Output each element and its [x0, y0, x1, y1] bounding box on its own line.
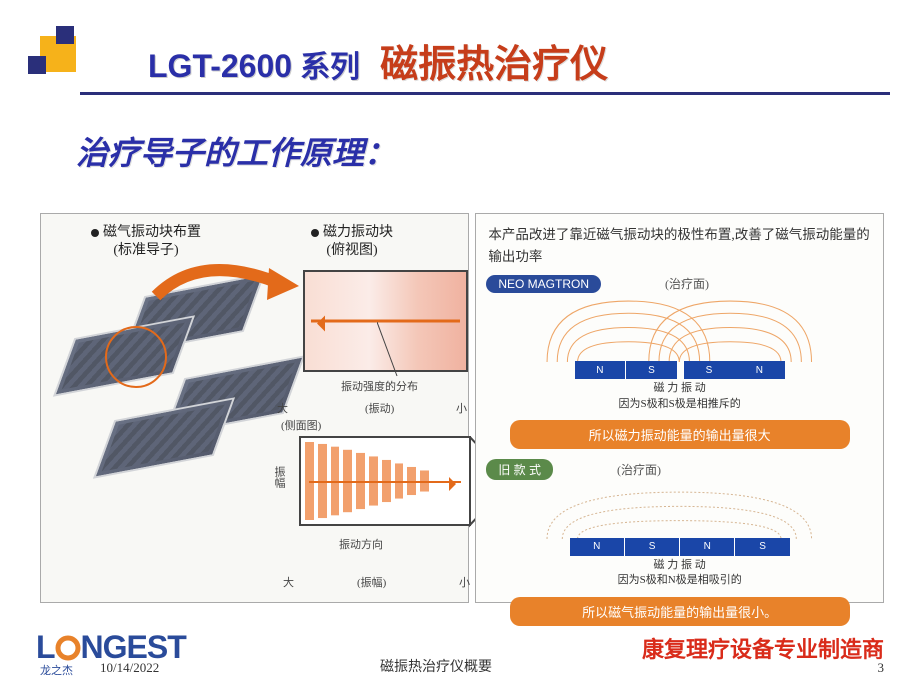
deco-square-blue-1 — [56, 26, 74, 44]
right-diagram-panel: 本产品改进了靠近磁气振动块的极性布置,改善了磁气振动能量的输出功率 NEO MA… — [475, 213, 884, 603]
highlight-circle — [105, 326, 167, 388]
banner-old: 所以磁气振动能量的输出量很小。 — [510, 597, 850, 626]
left-label-2: 磁力振动块 (俯视图) — [311, 224, 393, 260]
amp-vertical-label: 振幅 — [271, 466, 287, 488]
magnet-new-right: S N — [683, 361, 785, 379]
footer-pagenum: 3 — [878, 660, 885, 676]
left-label-1: 磁气振动块布置 (标准导子) — [91, 224, 201, 260]
treatment-face-old: (治疗面) — [617, 463, 661, 477]
badge-old-style: 旧 款 式 — [486, 459, 553, 480]
bottom-axis-label: (振幅) — [357, 574, 386, 590]
magnet-old: N S N S — [570, 538, 790, 556]
pad-4 — [93, 397, 235, 479]
header-decoration — [28, 26, 82, 80]
new-model-row: NEO MAGTRON (治疗面) — [486, 275, 873, 293]
field-area-old: N S N S — [486, 484, 873, 556]
bottom-big-label: 大 — [283, 574, 294, 590]
magnet-row-old: N S N S — [486, 538, 873, 556]
direction-arrow-icon — [309, 481, 461, 483]
old-model-row: 旧 款 式 (治疗面) — [486, 459, 873, 480]
deco-square-blue-2 — [28, 56, 46, 74]
field-area-new: N S S N — [486, 297, 873, 379]
field-lines-new-icon — [486, 297, 873, 362]
badge-neo-magtron: NEO MAGTRON — [486, 275, 601, 293]
label-leader-line — [377, 322, 437, 382]
title-series: 系列 — [300, 42, 360, 86]
side-label: (侧面图) — [281, 417, 321, 433]
mag-label-old: 磁 力 振 动 因为S极和N极是相吸引的 — [486, 558, 873, 589]
mag-label-new: 磁 力 振 动 因为S极和S极是相推斥的 — [486, 381, 873, 412]
treatment-face-new: (治疗面) — [665, 277, 709, 291]
vib-small-label: 小 — [456, 400, 467, 416]
footer-date: 10/14/2022 — [100, 660, 159, 676]
vib-axis-label: (振动) — [365, 400, 394, 416]
slide-subtitle: 治疗导子的工作原理： — [76, 128, 396, 174]
field-lines-old-icon — [486, 484, 873, 539]
dist-label: 振动强度的分布 — [341, 378, 418, 394]
right-description: 本产品改进了靠近磁气振动块的极性布置,改善了磁气振动能量的输出功率 — [486, 220, 873, 275]
footer-tagline: 康复理疗设备专业制造商 — [642, 632, 884, 664]
curved-arrow-icon — [151, 256, 301, 326]
left-diagram-panel: 磁气振动块布置 (标准导子) 磁力振动块 (俯视图) 振动强度的分布 大 (振动… — [40, 213, 469, 603]
bottom-small-label: 小 — [459, 574, 470, 590]
title-product: 磁振热治疗仪 — [380, 33, 608, 88]
slide-title: LGT-2600系列 磁振热治疗仪 — [148, 33, 608, 88]
magnet-new-left: N S — [575, 361, 677, 379]
direction-label: 振动方向 — [339, 536, 383, 552]
logo-ring-icon — [55, 635, 81, 661]
side-view-rect — [299, 436, 471, 526]
footer-title: 磁振热治疗仪概要 — [380, 656, 492, 676]
title-model: LGT-2600 — [148, 48, 292, 85]
banner-new: 所以磁力振动能量的输出量很大 — [510, 420, 850, 449]
magnet-row-new: N S S N — [486, 361, 873, 379]
vib-big-label: 大 — [277, 400, 288, 416]
content-area: 磁气振动块布置 (标准导子) 磁力振动块 (俯视图) 振动强度的分布 大 (振动… — [40, 213, 884, 603]
header-underline — [80, 92, 890, 95]
